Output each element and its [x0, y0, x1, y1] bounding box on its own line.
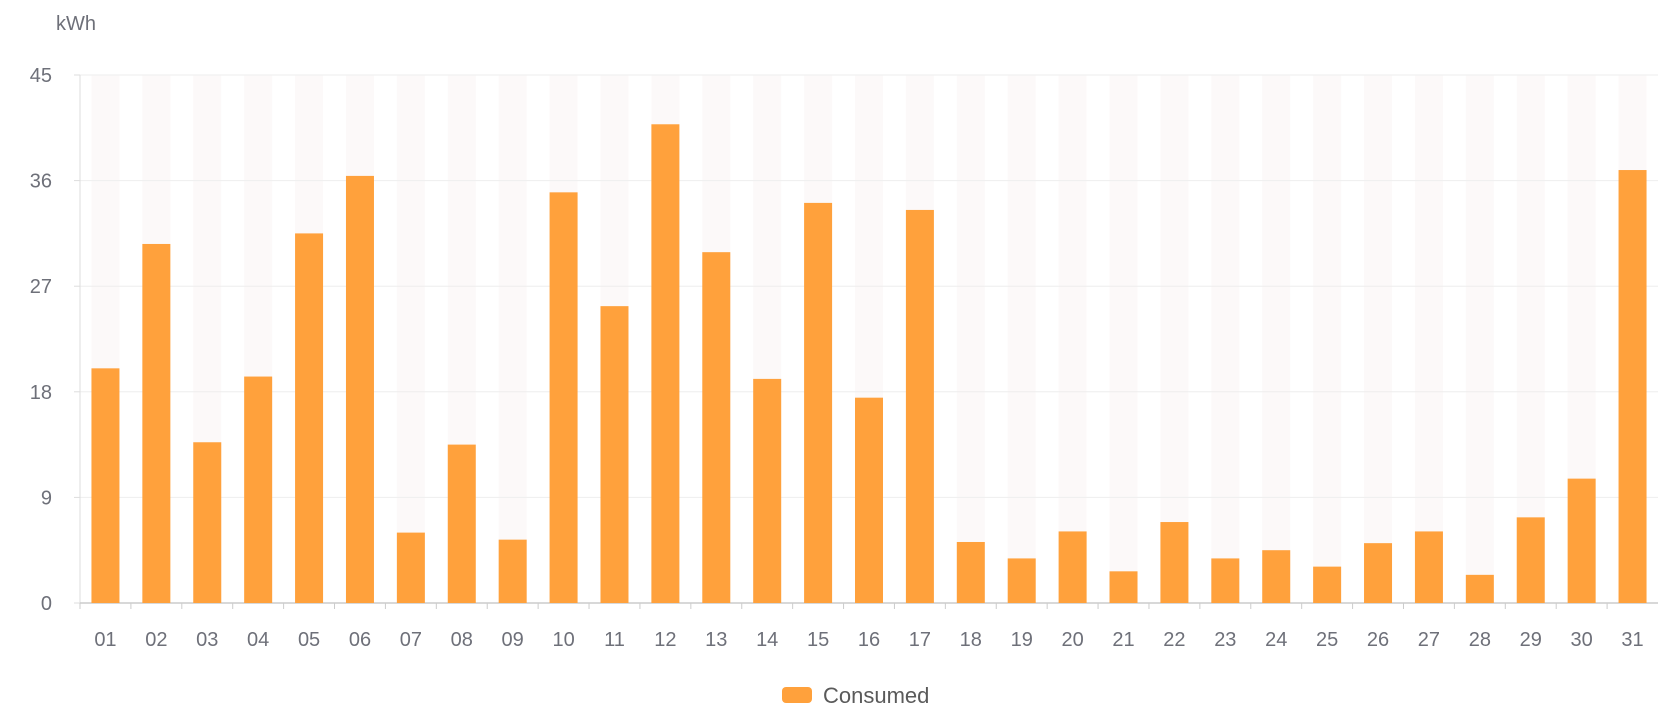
bar[interactable] — [1160, 522, 1189, 603]
y-axis: 0 9 18 27 36 45 — [30, 65, 81, 615]
x-tick-label: 26 — [1367, 629, 1389, 651]
x-tick-label: 09 — [502, 629, 524, 651]
bar[interactable] — [447, 444, 476, 603]
bar-series-consumed[interactable] — [91, 124, 1647, 604]
bar[interactable] — [498, 539, 527, 603]
background-bar — [1262, 75, 1291, 603]
background-bar — [396, 75, 425, 603]
x-tick-label: 31 — [1621, 629, 1643, 651]
x-tick-label: 28 — [1469, 629, 1491, 651]
bar[interactable] — [1567, 478, 1596, 603]
x-tick-label: 10 — [552, 629, 574, 651]
x-tick-label: 15 — [807, 629, 829, 651]
y-tick-label: 27 — [30, 276, 52, 298]
x-tick-label: 11 — [604, 629, 625, 651]
y-tick-label: 0 — [41, 593, 52, 615]
bar[interactable] — [396, 532, 425, 603]
x-tick-label: 18 — [960, 629, 982, 651]
x-tick-label: 30 — [1571, 629, 1593, 651]
bar[interactable] — [549, 192, 578, 604]
bar[interactable] — [244, 376, 273, 603]
background-bar — [1160, 75, 1189, 603]
x-tick-label: 03 — [196, 629, 218, 651]
bar[interactable] — [1313, 566, 1342, 603]
x-tick-label: 29 — [1520, 629, 1542, 651]
bar[interactable] — [905, 209, 934, 603]
bar[interactable] — [753, 378, 782, 603]
bar[interactable] — [1618, 170, 1647, 604]
bar[interactable] — [295, 233, 324, 603]
bar[interactable] — [1262, 550, 1291, 603]
bar[interactable] — [1007, 558, 1036, 603]
x-tick-label: 16 — [858, 629, 880, 651]
background-bar — [1211, 75, 1240, 603]
background-bar — [498, 75, 527, 603]
bar[interactable] — [1211, 558, 1240, 603]
legend[interactable]: Consumed — [782, 683, 929, 708]
background-bar — [1058, 75, 1087, 603]
x-tick-label: 12 — [654, 629, 676, 651]
x-tick-label: 27 — [1418, 629, 1440, 651]
y-tick-label: 36 — [30, 171, 52, 193]
background-bar — [1516, 75, 1545, 603]
bar[interactable] — [651, 124, 680, 603]
x-axis: 01 02 03 04 05 06 07 08 09 10 11 12 13 14 15 16 17 18 19 20… — [79, 602, 1658, 651]
bar[interactable] — [702, 252, 731, 603]
bar[interactable] — [1465, 574, 1494, 603]
x-tick-label: 04 — [247, 629, 269, 651]
bar[interactable] — [600, 306, 629, 603]
bar[interactable] — [804, 202, 833, 604]
bar[interactable] — [956, 541, 985, 603]
x-tick-label: 06 — [349, 629, 371, 651]
bar[interactable] — [193, 442, 222, 603]
y-axis-unit-label: kWh — [56, 13, 96, 35]
background-bar — [956, 75, 985, 603]
bar[interactable] — [142, 243, 171, 603]
legend-swatch-consumed[interactable] — [782, 687, 812, 703]
background-bar — [1364, 75, 1393, 603]
y-tick-label: 9 — [41, 487, 52, 509]
y-tick-label: 45 — [30, 65, 52, 87]
legend-label-consumed[interactable]: Consumed — [823, 683, 929, 708]
background-bar — [1007, 75, 1036, 603]
bar[interactable] — [855, 397, 883, 603]
bar[interactable] — [1364, 543, 1393, 603]
background-bar — [1109, 75, 1138, 603]
bar[interactable] — [1414, 531, 1443, 603]
x-tick-label: 17 — [909, 629, 931, 651]
bar[interactable] — [1058, 531, 1087, 603]
bar[interactable] — [91, 368, 120, 603]
x-tick-label: 13 — [705, 629, 727, 651]
x-tick-label: 02 — [145, 629, 167, 651]
x-tick-label: 23 — [1214, 629, 1236, 651]
x-tick-label: 24 — [1265, 629, 1287, 651]
bar[interactable] — [1109, 571, 1138, 603]
x-tick-label: 22 — [1163, 629, 1185, 651]
x-tick-label: 08 — [451, 629, 473, 651]
x-tick-label: 05 — [298, 629, 320, 651]
background-bar — [1414, 75, 1443, 603]
x-tick-label: 21 — [1112, 629, 1134, 651]
x-tick-label: 14 — [756, 629, 778, 651]
background-bar — [1465, 75, 1494, 603]
bar[interactable] — [345, 175, 374, 603]
background-bar — [1313, 75, 1342, 603]
x-tick-label: 25 — [1316, 629, 1338, 651]
x-tick-label: 07 — [400, 629, 422, 651]
y-tick-label: 18 — [30, 382, 52, 404]
x-tick-label: 20 — [1061, 629, 1083, 651]
bar[interactable] — [1516, 517, 1545, 603]
x-tick-label: 19 — [1011, 629, 1033, 651]
x-tick-label: 01 — [94, 629, 116, 651]
